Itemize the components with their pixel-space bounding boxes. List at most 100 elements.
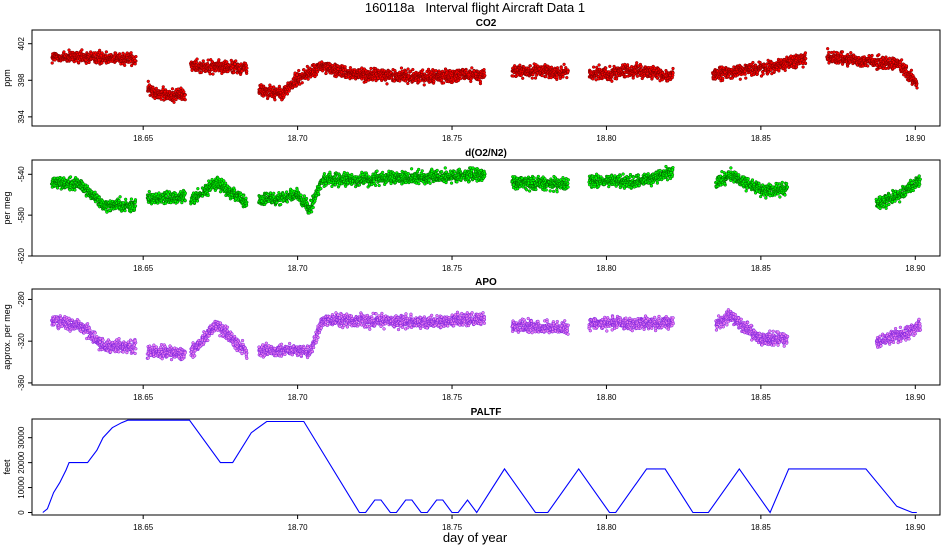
data-point — [315, 70, 319, 74]
data-point — [549, 65, 554, 69]
data-point — [343, 65, 347, 69]
data-point — [421, 68, 425, 72]
data-point — [483, 73, 487, 78]
data-point — [134, 54, 138, 59]
data-point — [322, 172, 327, 176]
x-tick-label: 18.70 — [288, 134, 309, 143]
data-point — [515, 73, 520, 77]
data-point — [73, 188, 77, 192]
data-point — [904, 64, 909, 68]
x-tick-label: 18.65 — [133, 264, 154, 273]
y-tick-label: -580 — [17, 207, 26, 224]
data-point — [751, 60, 755, 65]
data-point — [133, 200, 137, 205]
data-point — [80, 48, 84, 52]
data-point — [55, 186, 60, 190]
data-point — [399, 66, 404, 70]
data-point — [192, 201, 197, 205]
data-point — [279, 202, 283, 207]
data-point — [404, 70, 408, 74]
data-point — [671, 73, 675, 77]
data-point — [266, 192, 270, 197]
data-point — [306, 77, 310, 81]
data-point — [610, 79, 614, 83]
data-point — [201, 59, 205, 63]
data-point — [244, 63, 248, 68]
data-point — [234, 59, 238, 63]
data-point — [521, 76, 525, 80]
data-point — [840, 50, 845, 54]
data-point — [305, 64, 310, 69]
data-point — [154, 86, 158, 91]
data-point — [297, 68, 301, 73]
data-point — [804, 56, 808, 61]
data-point — [183, 198, 187, 203]
data-point — [196, 187, 200, 191]
data-point — [68, 175, 73, 179]
data-point — [761, 72, 765, 76]
data-point — [766, 70, 771, 74]
plot-frame — [31, 29, 941, 127]
data-point — [406, 81, 410, 86]
data-point — [369, 66, 373, 71]
data-point — [218, 190, 223, 194]
data-point — [801, 65, 805, 69]
data-points — [50, 47, 919, 104]
data-point — [299, 193, 303, 197]
data-point — [311, 205, 315, 210]
data-point — [434, 69, 438, 73]
data-point — [133, 58, 137, 63]
data-point — [877, 53, 881, 57]
data-point — [222, 179, 226, 183]
data-point — [591, 65, 596, 69]
data-point — [565, 75, 569, 80]
data-point — [328, 170, 332, 174]
data-point — [870, 53, 874, 58]
data-point — [123, 63, 127, 67]
data-point — [650, 75, 654, 80]
data-point — [559, 66, 563, 70]
data-point — [133, 204, 138, 208]
data-point — [528, 64, 532, 68]
data-point — [157, 191, 161, 195]
data-point — [377, 183, 381, 188]
data-point — [562, 62, 566, 66]
data-point — [738, 77, 742, 81]
data-point — [887, 56, 892, 60]
x-tick-label: 18.65 — [133, 134, 154, 143]
data-point — [285, 200, 289, 204]
data-point — [50, 61, 54, 65]
data-point — [899, 58, 904, 62]
data-point — [380, 170, 385, 175]
data-point — [867, 54, 871, 58]
data-point — [124, 197, 128, 201]
data-point — [478, 81, 483, 86]
figure-title: 160118a Interval flight Aircraft Data 1 — [364, 0, 586, 15]
data-point — [555, 75, 559, 79]
data-point — [97, 195, 101, 200]
data-point — [604, 66, 608, 70]
data-point — [77, 60, 81, 64]
data-point — [309, 210, 314, 214]
data-point — [123, 209, 127, 213]
y-tick-label: 394 — [17, 110, 26, 124]
data-point — [146, 79, 150, 84]
x-tick-label: 18.85 — [751, 134, 772, 143]
data-point — [93, 190, 97, 194]
data-point — [357, 183, 362, 187]
data-point — [314, 73, 319, 77]
data-point — [129, 51, 133, 55]
data-point — [121, 201, 125, 205]
data-point — [470, 66, 474, 70]
data-point — [635, 61, 639, 65]
data-point — [631, 76, 635, 80]
data-point — [826, 47, 830, 51]
x-tick-label: 18.75 — [442, 134, 463, 143]
data-point — [211, 72, 215, 76]
data-point — [284, 190, 289, 194]
data-point — [183, 98, 187, 102]
data-point — [206, 193, 210, 198]
x-tick-label: 18.80 — [596, 134, 617, 143]
